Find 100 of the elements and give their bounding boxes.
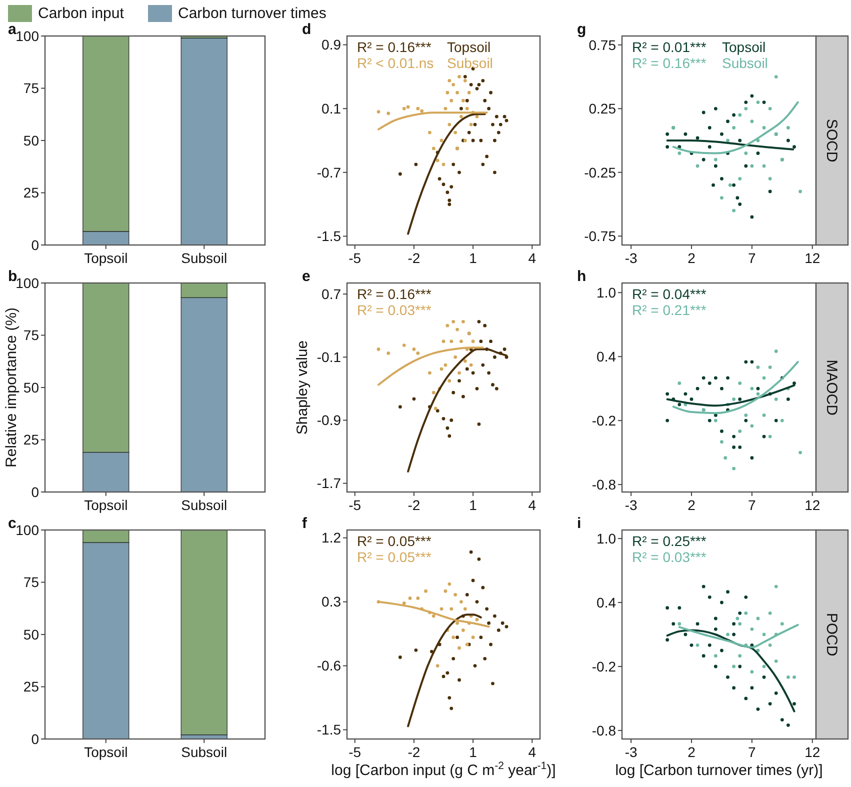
x-tick-label: -3 <box>624 250 638 266</box>
y-tick-label: 0.25 <box>588 100 616 117</box>
annotation: R² = 0.16*** <box>357 286 432 302</box>
y-tick-label: 0.1 <box>322 100 342 116</box>
text: MAOCD <box>822 360 840 416</box>
y-tick-label: -1.5 <box>316 228 342 244</box>
y-tick-label: 0.4 <box>596 348 616 364</box>
y-tick-label: 0 <box>31 730 40 747</box>
y-tick-label: 1.0 <box>596 530 616 546</box>
y-tick-label: -0.2 <box>592 658 616 674</box>
x-tick-label: 1 <box>469 744 478 760</box>
chart-title: b <box>8 268 18 285</box>
y-tick-label: 25 <box>23 184 40 201</box>
y-tick-label: -0.9 <box>316 412 342 428</box>
y-tick-label: 1.2 <box>322 530 342 546</box>
y-tick-label: 25 <box>23 432 40 448</box>
x-tick-label: 2 <box>688 497 696 513</box>
x-tick-label: Subsoil <box>181 250 228 266</box>
y-tick-label: -0.25 <box>584 164 616 180</box>
annotation: R² = 0.05*** <box>357 549 432 565</box>
annotation: R² = 0.16*** <box>357 39 432 55</box>
annotation: R² = 0.16*** <box>632 55 707 71</box>
x-axis-title: log [Carbon turnover times (yr)] <box>615 762 823 779</box>
y-tick-label: -0.7 <box>316 164 342 180</box>
y-axis-title: Shapley value <box>294 340 311 435</box>
annotation: R² = 0.21*** <box>632 302 707 318</box>
chart-title: g <box>577 21 586 38</box>
text: POCD <box>822 612 840 656</box>
y-tick-label: 50 <box>23 626 40 642</box>
x-tick-label: -2 <box>408 250 420 266</box>
y-tick-label: 75 <box>23 80 40 96</box>
x-tick-label: 12 <box>804 744 820 760</box>
x-tick-label: 2 <box>688 250 696 266</box>
x-tick-label: 4 <box>528 497 536 513</box>
chart-title: f <box>302 515 308 532</box>
x-tick-label: -2 <box>408 497 420 513</box>
y-axis-title: Relative importance (%) <box>3 307 20 468</box>
x-tick-label: -5 <box>348 497 362 513</box>
y-tick-label: -0.8 <box>592 476 616 492</box>
x-tick-label: 7 <box>748 250 756 266</box>
y-tick-label: -0.8 <box>592 722 616 738</box>
x-tick-label: Subsoil <box>181 744 228 760</box>
y-tick-label: 1.0 <box>596 284 616 300</box>
annotation: R² < 0.01.ns <box>357 55 434 71</box>
x-tick-label: 1 <box>469 250 478 266</box>
y-tick-label: 75 <box>23 327 40 344</box>
x-tick-label: -5 <box>348 250 362 266</box>
x-tick-label: 7 <box>748 744 756 760</box>
x-tick-label: 7 <box>748 497 756 513</box>
y-tick-label: 25 <box>23 678 40 695</box>
y-tick-label: 0 <box>31 236 40 253</box>
y-tick-label: 50 <box>23 379 40 396</box>
y-tick-label: 0.3 <box>322 594 342 610</box>
x-tick-label: Topsoil <box>84 744 128 760</box>
x-tick-label: -3 <box>624 744 638 760</box>
x-tick-label: -3 <box>624 497 638 513</box>
legend-label: Carbon turnover times <box>178 5 326 22</box>
chart-title: c <box>8 515 16 532</box>
chart-title: e <box>302 268 310 285</box>
y-tick-label: 50 <box>23 132 40 148</box>
annotation: R² = 0.04*** <box>632 286 707 302</box>
x-axis-title: log [Carbon input (g C m$^{-2}$ year$^{-1}$)] <box>331 760 556 779</box>
x-tick-label: 2 <box>688 744 696 760</box>
chart-title: i <box>577 515 582 532</box>
y-tick-label: -0.2 <box>592 412 616 428</box>
series-label: Subsoil <box>722 55 768 71</box>
y-tick-label: 0.9 <box>322 36 342 53</box>
x-tick-label: 4 <box>528 250 536 266</box>
series-label: Topsoil <box>447 39 491 55</box>
y-tick-label: 0 <box>31 484 40 500</box>
annotation: R² = 0.03*** <box>632 549 707 565</box>
annotation: R² = 0.05*** <box>357 533 432 549</box>
chart-title: a <box>8 21 17 38</box>
y-tick-label: -1.7 <box>316 475 342 492</box>
y-tick-label: 75 <box>23 574 40 590</box>
y-tick-label: -0.1 <box>316 349 342 366</box>
chart-title: h <box>577 268 586 285</box>
y-tick-label: 0.4 <box>596 594 616 610</box>
x-tick-label: 12 <box>804 497 820 513</box>
x-tick-label: 12 <box>804 250 820 266</box>
y-tick-label: 100 <box>16 28 40 44</box>
annotation: R² = 0.03*** <box>357 302 432 318</box>
legend-label: Carbon input <box>38 5 125 22</box>
y-tick-label: -0.75 <box>584 228 616 244</box>
annotation: R² = 0.01*** <box>632 39 707 55</box>
x-tick-label: Topsoil <box>84 250 128 266</box>
x-tick-label: Topsoil <box>84 497 128 513</box>
x-tick-label: 1 <box>469 497 478 513</box>
x-tick-label: 4 <box>528 744 536 760</box>
y-tick-label: 0.75 <box>588 36 616 53</box>
annotation: R² = 0.25*** <box>632 533 707 549</box>
x-tick-label: Subsoil <box>181 497 228 513</box>
y-tick-label: 100 <box>16 274 40 291</box>
y-tick-label: -0.6 <box>316 658 342 674</box>
y-tick-label: -1.5 <box>316 722 342 738</box>
series-label: Subsoil <box>447 55 493 71</box>
x-tick-label: -5 <box>348 744 362 760</box>
y-tick-label: 0.7 <box>322 286 342 302</box>
chart-title: d <box>302 21 312 38</box>
x-tick-label: -2 <box>408 744 420 760</box>
